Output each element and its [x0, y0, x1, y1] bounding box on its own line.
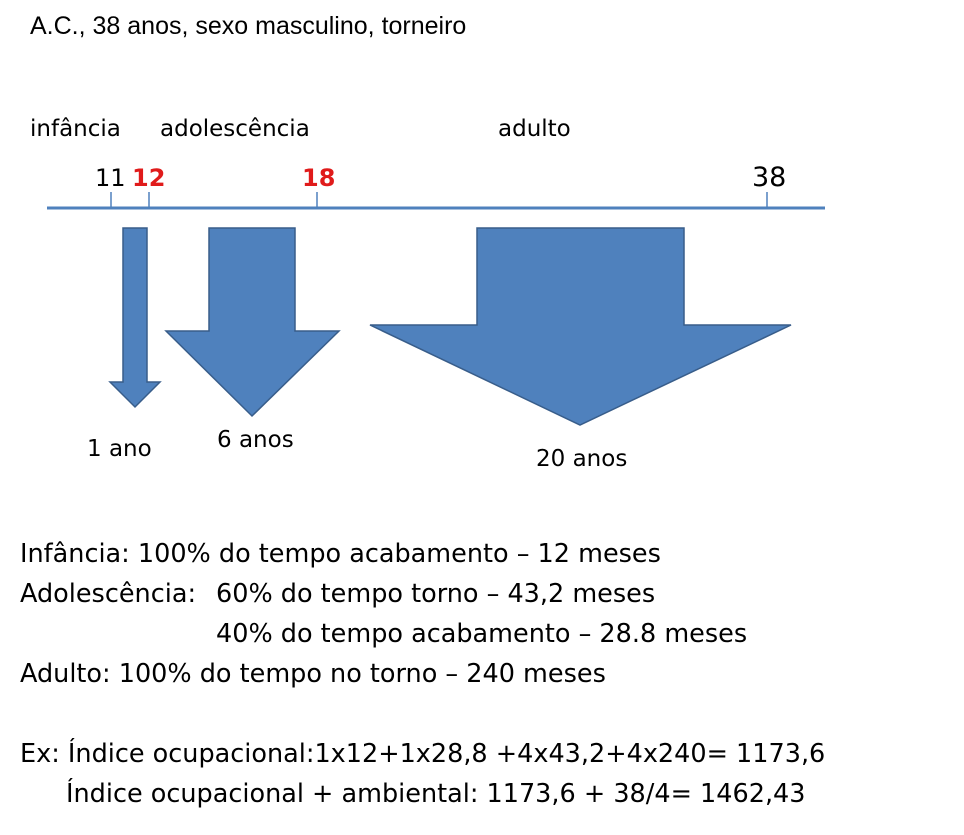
line-adolescencia-torno: 60% do tempo torno – 43,2 meses — [216, 579, 656, 609]
phase-label-adolescencia: adolescência — [160, 116, 310, 142]
tick-label-18: 18 — [302, 164, 336, 192]
line-adulto-label: Adulto: — [20, 659, 111, 689]
tick-label-12: 12 — [132, 164, 166, 192]
line-infancia-text: 100% do tempo acabamento – 12 meses — [137, 539, 661, 569]
line-adulto: Adulto: 100% do tempo no torno – 240 mes… — [20, 659, 606, 689]
line-adulto-text: 100% do tempo no torno – 240 meses — [118, 659, 606, 689]
arrow-infancia — [108, 227, 162, 409]
line-infancia: Infância: 100% do tempo acabamento – 12 … — [20, 539, 661, 569]
diagram-title: A.C., 38 anos, sexo masculino, torneiro — [30, 12, 467, 40]
duration-label-20-anos: 20 anos — [536, 446, 628, 472]
phase-label-infancia: infância — [30, 116, 121, 142]
line-infancia-label: Infância: — [20, 539, 130, 569]
line-indice-ocupacional: Ex: Índice ocupacional:1x12+1x28,8 +4x43… — [20, 739, 825, 769]
line-indice-ambiental: Índice ocupacional + ambiental: 1173,6 +… — [66, 779, 806, 809]
line-adolescencia-acabamento: 40% do tempo acabamento – 28.8 meses — [216, 619, 748, 649]
arrow-adulto — [369, 227, 792, 426]
line-adolescencia-label: Adolescência: — [20, 579, 197, 609]
arrow-adolescencia — [164, 227, 341, 418]
duration-label-6-anos: 6 anos — [217, 427, 294, 453]
line-indice-ocupacional-text: Índice ocupacional:1x12+1x28,8 +4x43,2+4… — [67, 739, 826, 769]
tick-label-38: 38 — [752, 162, 787, 193]
phase-label-adulto: adulto — [498, 116, 571, 142]
line-ex-label: Ex: — [20, 739, 60, 769]
duration-label-1-ano: 1 ano — [87, 436, 152, 462]
tick-label-11: 11 — [95, 164, 126, 192]
